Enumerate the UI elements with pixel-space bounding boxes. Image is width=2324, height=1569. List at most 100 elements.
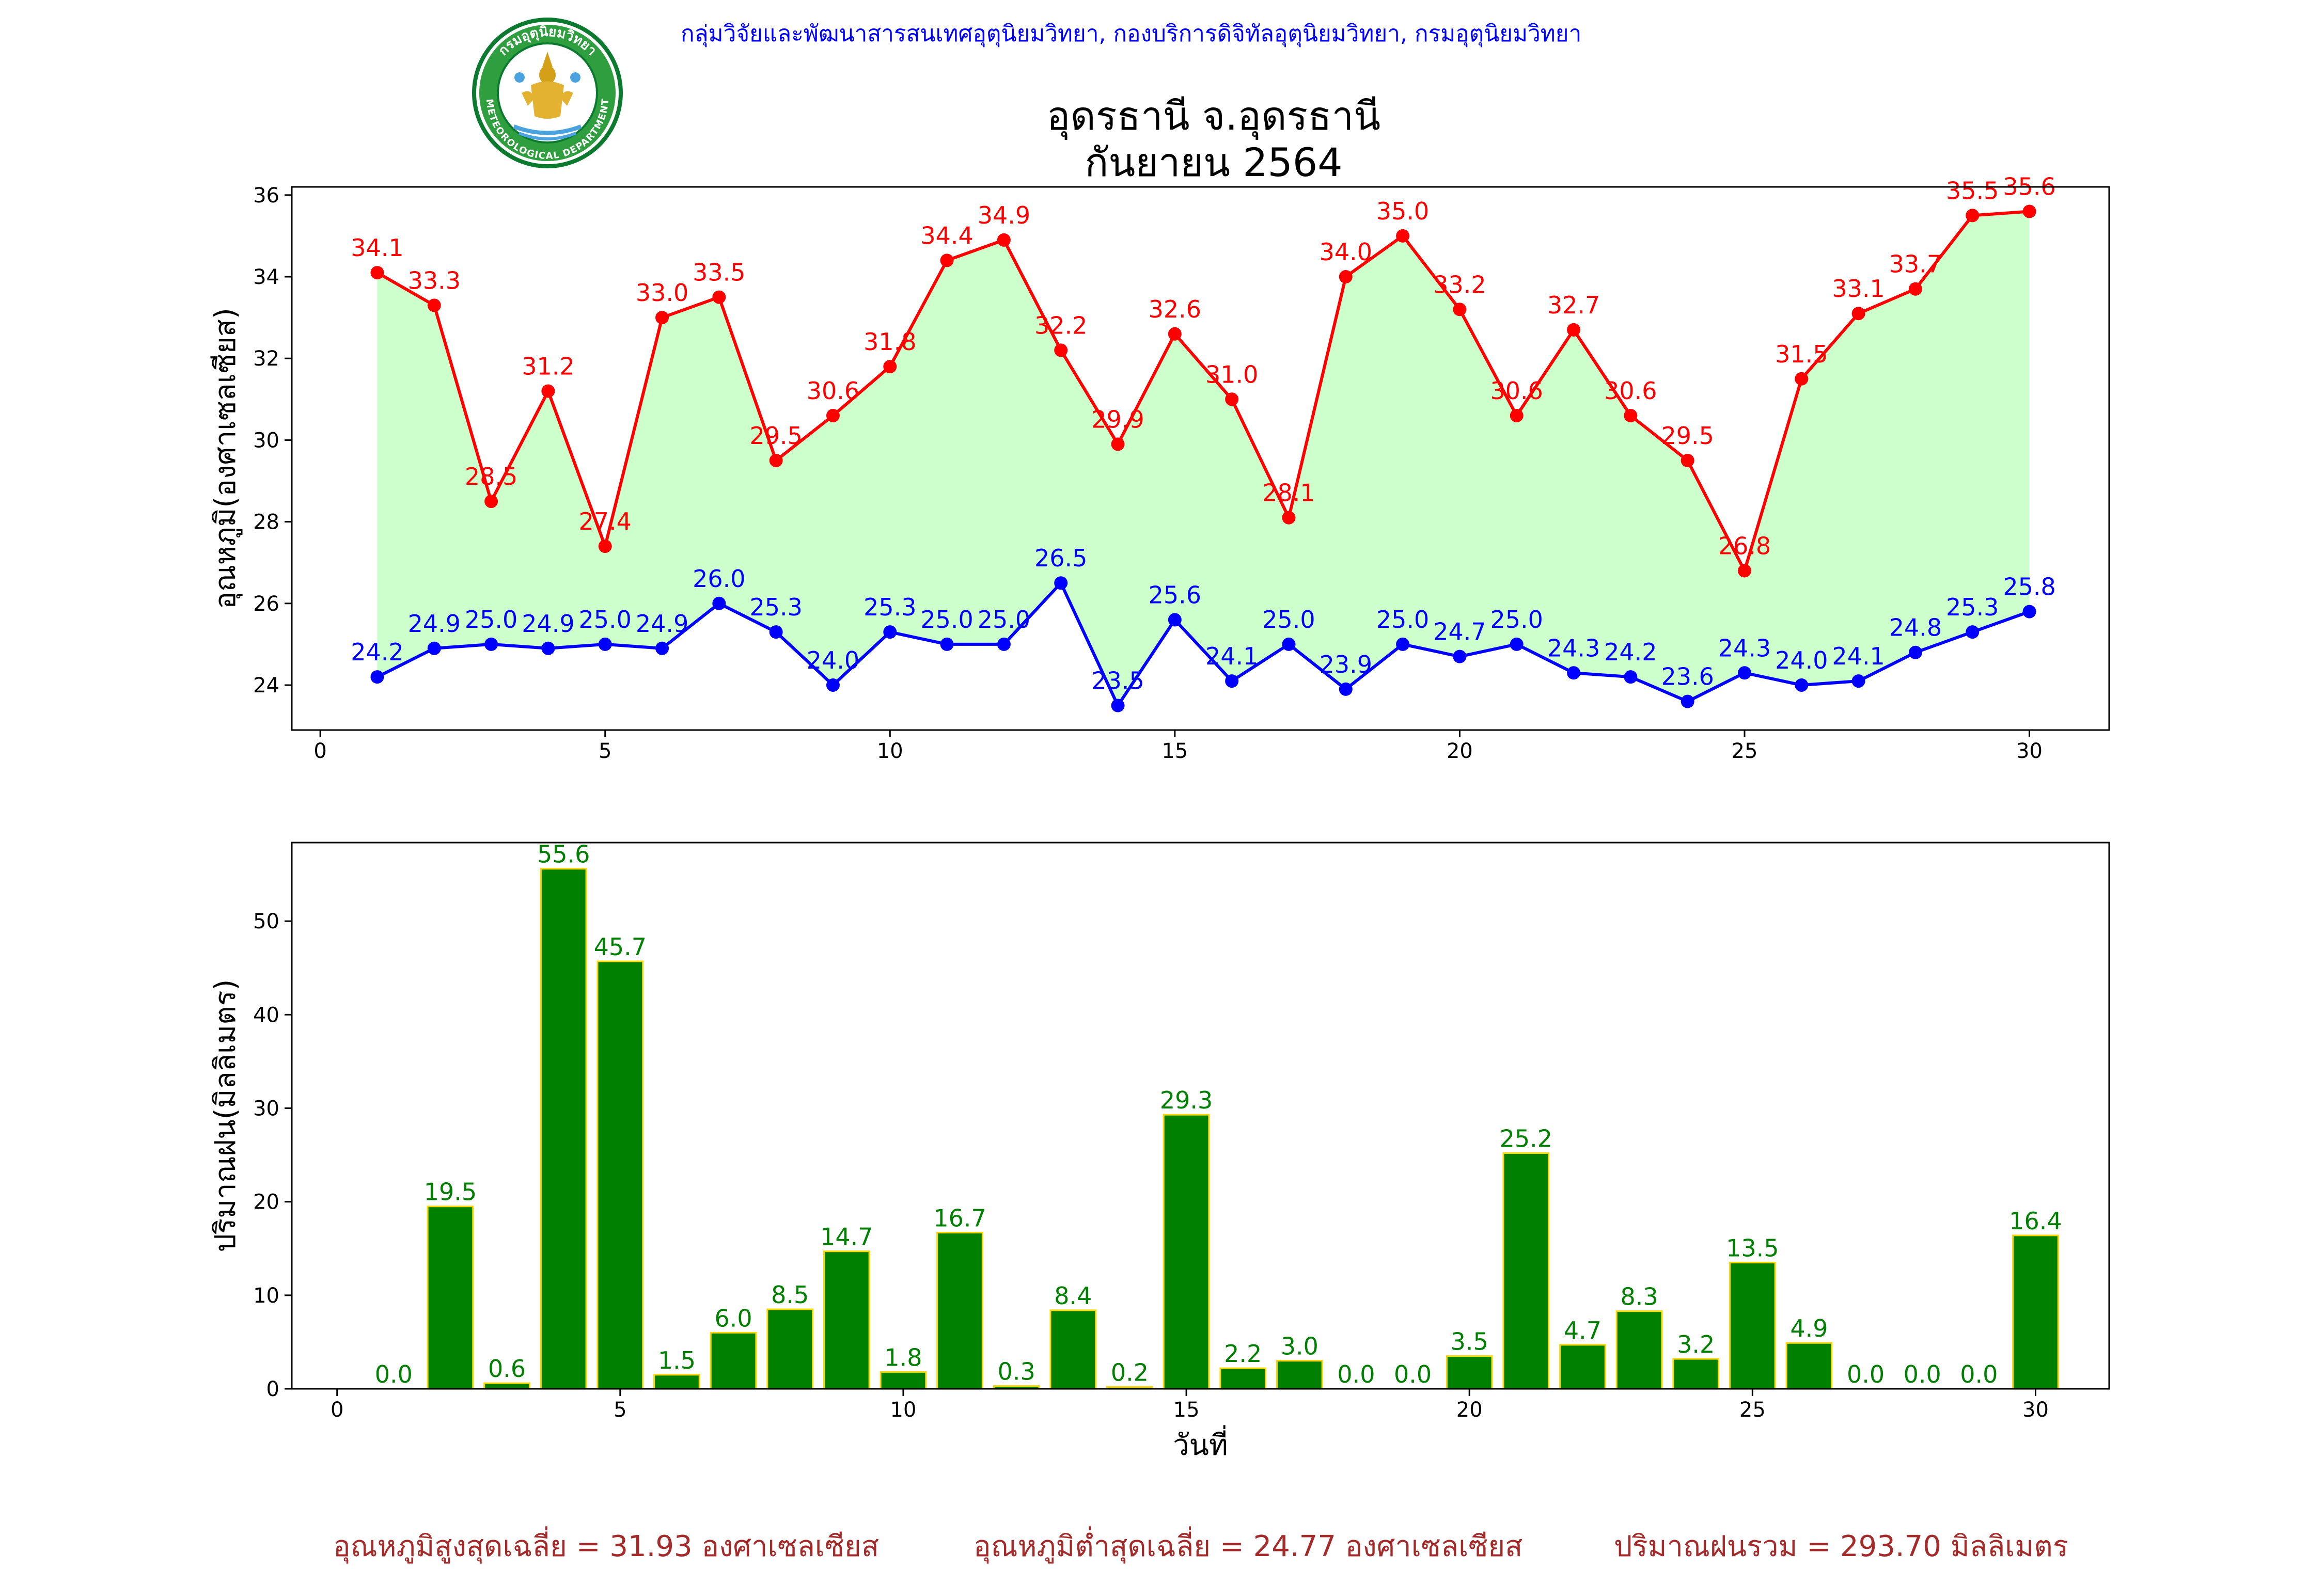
rain-bar: [1672, 1358, 1720, 1390]
temp-y-tick-label: 26: [253, 592, 279, 616]
rain-bar: [936, 1231, 983, 1390]
max-temp-point: [1966, 209, 1980, 223]
max-temp-label: 33.1: [1832, 275, 1885, 303]
temp-y-tick-label: 36: [253, 184, 279, 208]
max-temp-point: [1624, 408, 1638, 422]
min-temp-point: [1339, 682, 1353, 696]
footer-total-rain: ปริมาณฝนรวม = 293.70 มิลลิเมตร: [1614, 1530, 2068, 1563]
rain-bar-label: 55.6: [537, 841, 590, 868]
temp-x-tick-label: 30: [2016, 739, 2043, 763]
min-temp-point: [997, 637, 1011, 651]
rain-x-tick-label: 5: [614, 1398, 626, 1422]
rain-x-tick-label: 20: [1456, 1398, 1483, 1422]
max-temp-label: 28.5: [465, 463, 517, 490]
min-temp-label: 24.0: [807, 646, 859, 674]
rain-bar-label: 0.6: [488, 1355, 526, 1383]
rain-plot-frame: [291, 842, 2110, 1390]
max-temp-point: [1168, 327, 1182, 341]
min-temp-point: [1282, 637, 1296, 651]
max-temp-point: [2022, 204, 2036, 218]
min-temp-label: 24.9: [408, 610, 461, 638]
min-temp-label: 26.0: [693, 565, 745, 593]
min-temp-label: 25.6: [1149, 581, 1201, 609]
max-temp-point: [370, 266, 384, 280]
min-temp-point: [655, 641, 669, 655]
max-temp-point: [1908, 282, 1922, 296]
rain-y-tick-label: 0: [266, 1377, 279, 1401]
min-temp-point: [1681, 694, 1694, 708]
temp-y-tick-label: 34: [253, 265, 279, 289]
rain-bar: [427, 1206, 474, 1390]
min-temp-label: 25.3: [749, 593, 802, 621]
min-temp-point: [1453, 649, 1467, 663]
rain-bar: [1163, 1114, 1210, 1390]
min-temp-label: 25.8: [2003, 573, 2055, 601]
temperature-range-fill: [377, 211, 2030, 706]
max-temp-point: [883, 360, 897, 374]
max-temp-point: [427, 298, 441, 312]
temp-x-tick-label: 25: [1732, 739, 1758, 763]
rain-x-tick-label: 25: [1739, 1398, 1766, 1422]
min-temp-point: [883, 625, 897, 639]
max-temp-label: 33.7: [1889, 250, 1942, 278]
min-temp-point: [1054, 576, 1068, 590]
max-temp-point: [940, 253, 954, 267]
max-temp-point: [1567, 323, 1581, 337]
max-temp-label: 33.5: [693, 259, 745, 287]
max-temp-label: 31.8: [863, 328, 916, 356]
rain-bar-label: 0.2: [1111, 1358, 1149, 1386]
rain-bar-label: 4.9: [1790, 1314, 1828, 1342]
min-temp-label: 25.3: [1946, 593, 1999, 621]
min-temp-label: 23.5: [1091, 667, 1144, 695]
min-temp-point: [1851, 674, 1865, 688]
rain-bar-label: 3.2: [1677, 1330, 1715, 1358]
max-temp-label: 34.4: [920, 221, 973, 249]
max-temp-label: 28.1: [1262, 479, 1315, 507]
max-temp-point: [1396, 229, 1410, 243]
rain-bar-label: 0.3: [998, 1358, 1035, 1386]
rain-bar-label: 0.0: [1847, 1360, 1885, 1388]
rain-x-axis-label: วันที่: [1173, 1425, 1228, 1462]
temp-x-tick-label: 20: [1447, 739, 1473, 763]
min-temp-point: [541, 641, 555, 655]
max-temp-point: [1851, 307, 1865, 321]
min-temp-point: [1111, 699, 1125, 712]
min-temp-point: [1737, 666, 1751, 680]
min-temp-point: [1168, 613, 1182, 627]
max-temp-point: [598, 540, 612, 553]
max-temp-point: [997, 233, 1011, 247]
min-temp-label: 24.2: [1604, 638, 1657, 666]
rain-bar-label: 1.8: [884, 1343, 922, 1371]
max-temp-label: 26.8: [1718, 532, 1771, 560]
min-temp-line: [376, 580, 2030, 709]
rain-bar-label: 14.7: [820, 1223, 873, 1251]
max-temp-point: [484, 495, 498, 509]
max-temp-label: 31.0: [1205, 360, 1258, 388]
max-temp-point: [1054, 343, 1068, 357]
rain-bar: [1615, 1310, 1663, 1390]
rain-y-tick-label: 40: [253, 1003, 279, 1027]
footer-avg-min: อุณหภูมิต่ำสุดเฉลี่ย = 24.77 องศาเซลเซีย…: [973, 1530, 1523, 1563]
min-temp-label: 24.1: [1832, 642, 1885, 670]
rain-x-tick-label: 30: [2022, 1398, 2049, 1422]
max-temp-label: 32.6: [1149, 295, 1201, 323]
rain-bar-label: 3.5: [1451, 1328, 1488, 1356]
rain-bar: [710, 1332, 757, 1390]
rain-bar-label: 16.4: [2009, 1207, 2062, 1235]
min-temp-label: 24.2: [351, 638, 403, 666]
rain-bar: [483, 1382, 530, 1390]
max-temp-point: [1111, 437, 1125, 451]
rain-bar-label: 25.2: [1500, 1124, 1552, 1152]
rain-bar: [766, 1308, 814, 1390]
rain-bar-label: 2.2: [1224, 1340, 1262, 1368]
temp-y-tick-label: 24: [253, 674, 279, 698]
rain-bar: [1785, 1342, 1833, 1390]
max-temp-label: 33.2: [1433, 271, 1486, 298]
max-temp-point: [541, 384, 555, 398]
rain-bar-label: 0.0: [1394, 1360, 1432, 1388]
chart-title-line1: อุดรธานี จ.อุดรธานี: [1046, 93, 1381, 139]
max-temp-label: 31.5: [1775, 340, 1828, 368]
chart-title-line2: กันยายน 2564: [1085, 139, 1343, 185]
min-temp-point: [1966, 625, 1980, 639]
